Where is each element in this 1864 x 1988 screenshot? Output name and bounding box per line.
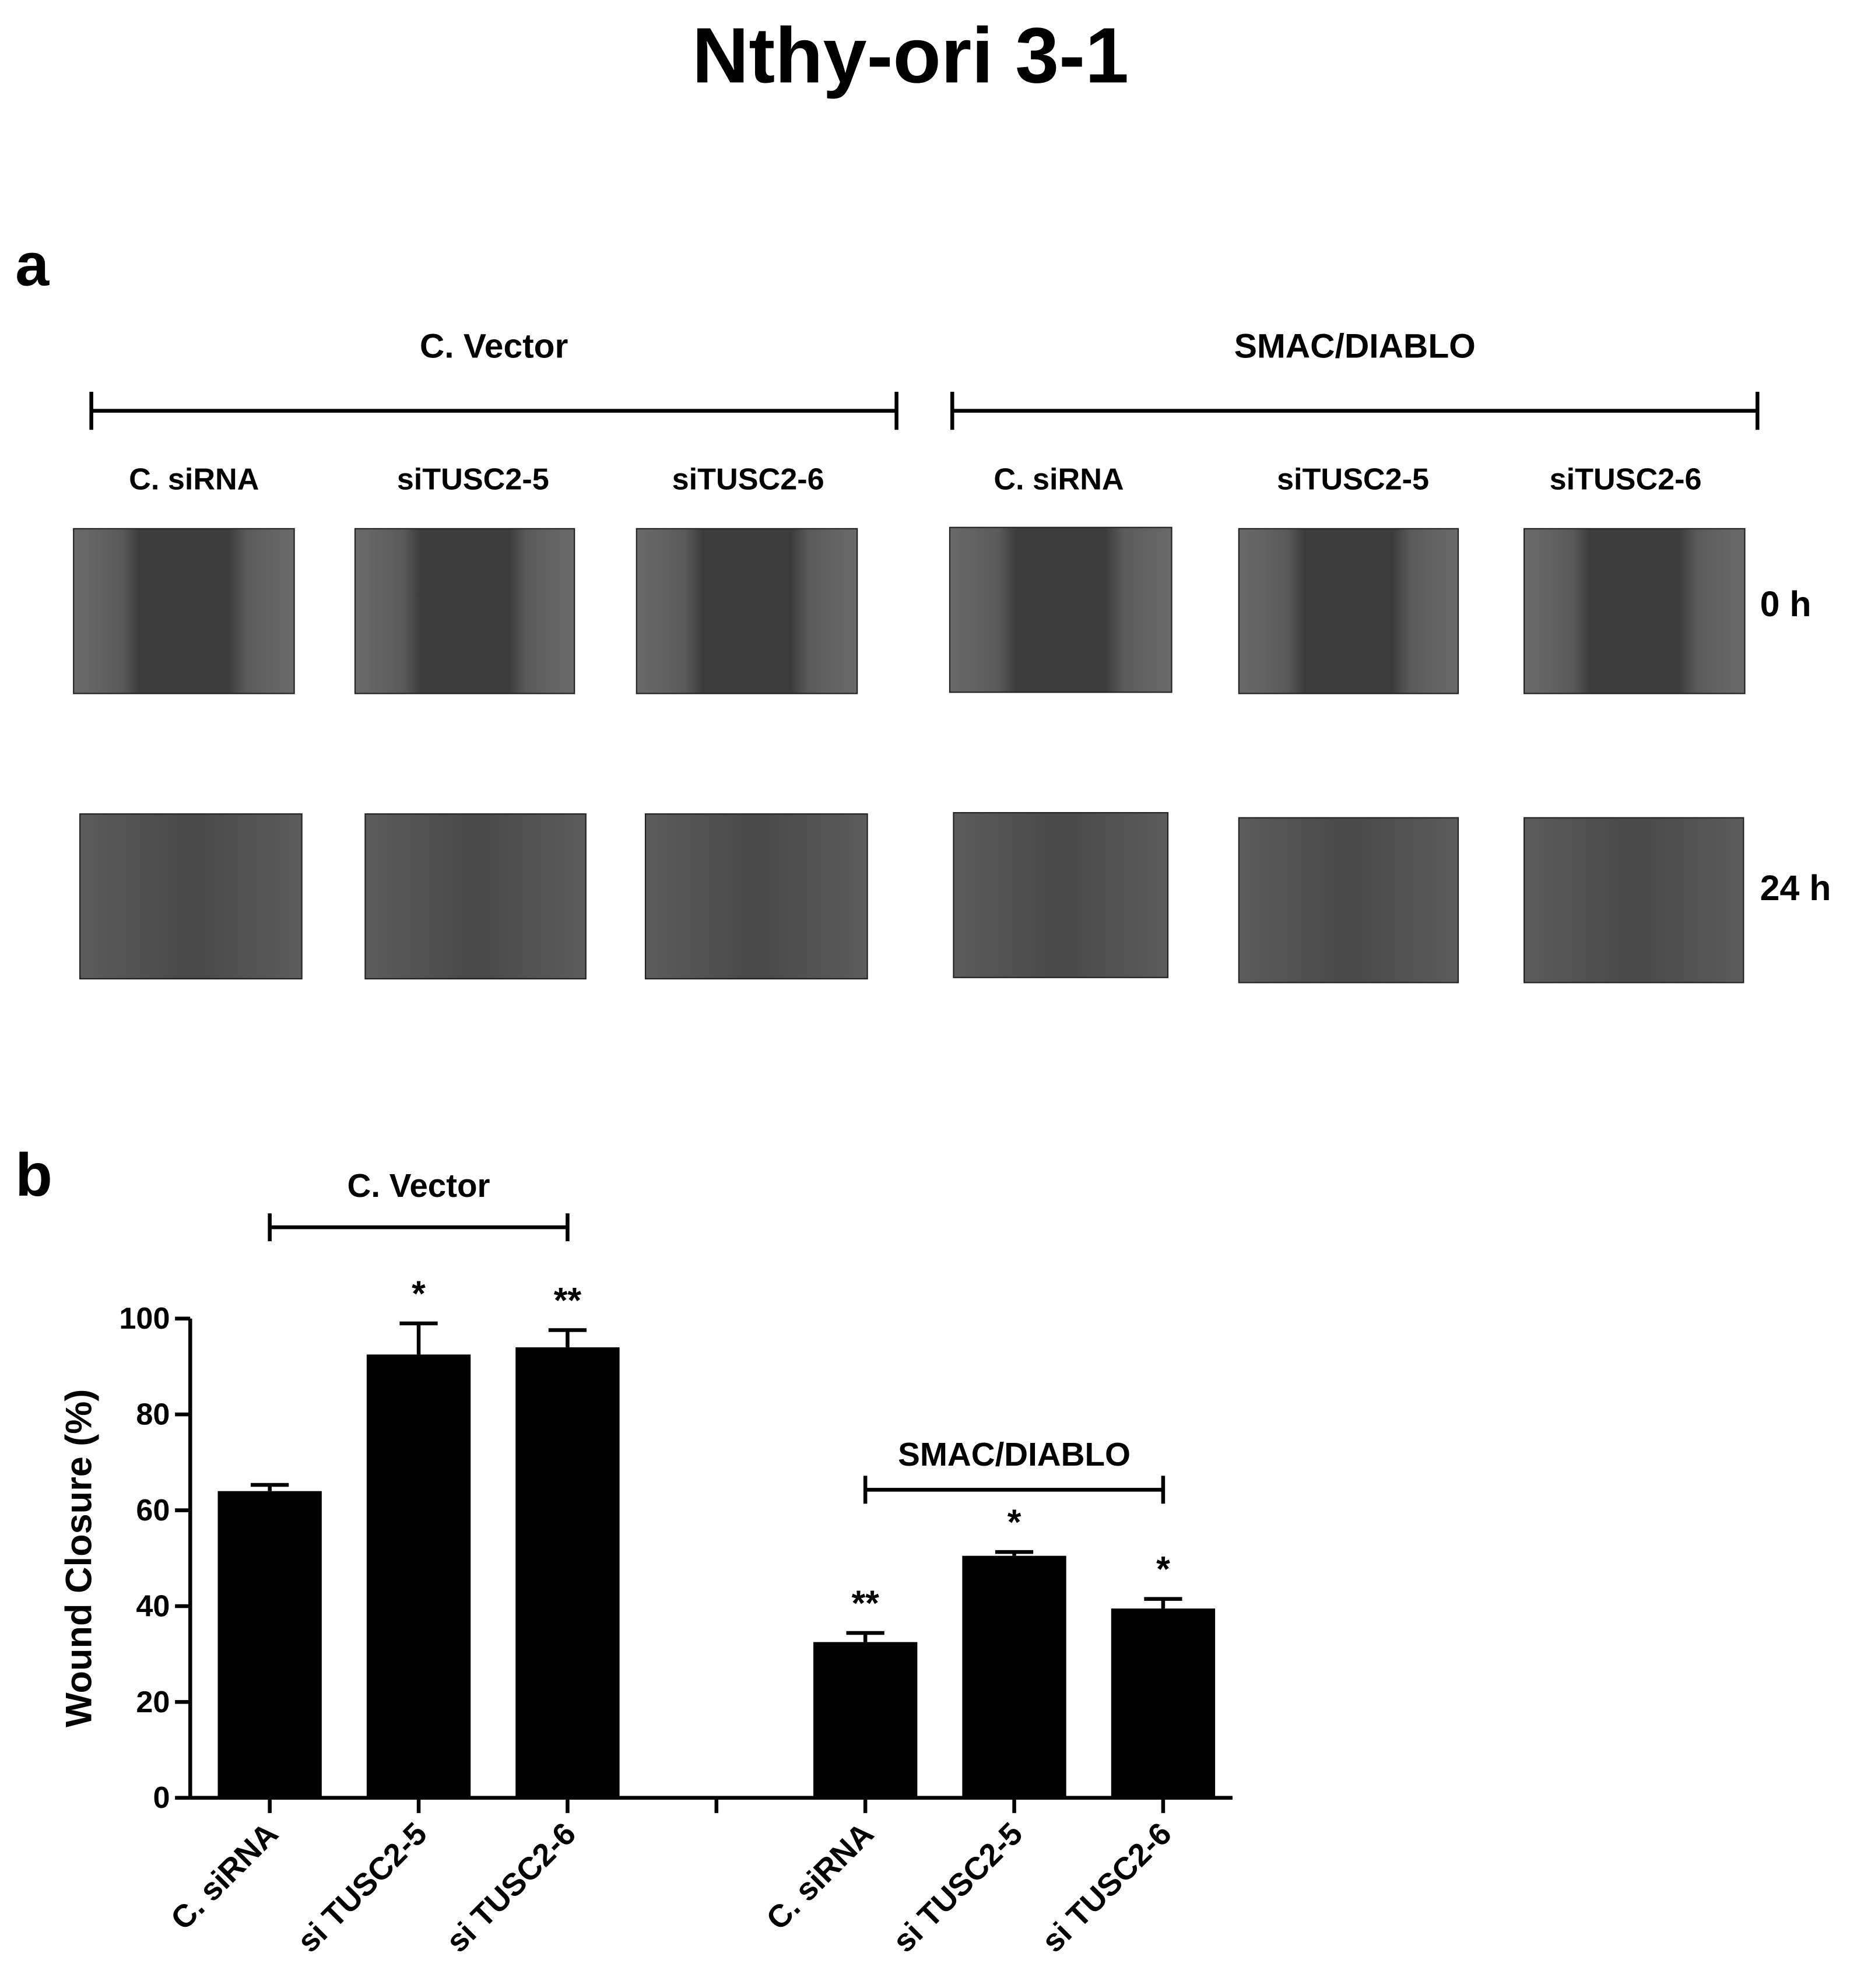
column-label: C. siRNA [994,462,1124,496]
y-axis-label: Wound Closure (%) [59,1389,100,1727]
y-tick-label: 0 [153,1781,170,1815]
group-label: SMAC/DIABLO [1234,327,1476,365]
column-label: siTUSC2-5 [397,462,549,496]
x-tick-label: si TUSC2-6 [1035,1815,1178,1959]
micrograph [636,528,858,694]
micrograph [953,812,1169,978]
x-tick-label: C. siRNA [164,1815,285,1937]
y-tick-label: 40 [136,1589,170,1623]
row-label: 24 h [1760,868,1831,908]
y-tick-label: 60 [136,1494,170,1527]
micrograph [644,813,868,979]
y-tick-label: 100 [119,1302,170,1336]
bar [1111,1608,1216,1798]
x-tick-label: C. siRNA [759,1815,880,1937]
bar [217,1491,322,1798]
significance: * [412,1274,426,1313]
micrograph [79,813,303,979]
bar [813,1642,918,1798]
micrograph [364,813,587,979]
y-tick-label: 80 [136,1398,170,1432]
panel-label: b [15,1141,52,1209]
bar [962,1555,1066,1798]
significance: ** [851,1583,879,1623]
significance: * [1156,1549,1170,1589]
micrograph [1238,817,1459,984]
micrograph [1524,528,1746,694]
significance: * [1008,1502,1021,1542]
x-tick-label: si TUSC2-5 [886,1815,1029,1959]
x-tick-label: si TUSC2-6 [439,1815,582,1959]
figure-title: Nthy-ori 3-1 [692,11,1129,99]
column-label: siTUSC2-6 [672,462,824,496]
micrograph [1524,817,1744,984]
micrograph [354,528,575,694]
panel-label: a [15,231,50,298]
group-label: SMAC/DIABLO [898,1436,1131,1473]
column-label: C. siRNA [129,462,259,496]
x-tick-label: si TUSC2-5 [290,1815,434,1959]
column-label: siTUSC2-6 [1550,462,1702,496]
group-label: C. Vector [420,327,568,365]
group-label: C. Vector [347,1167,490,1204]
y-tick-label: 20 [136,1685,170,1719]
micrograph [949,526,1173,693]
column-label: siTUSC2-5 [1277,462,1429,496]
micrograph [73,528,295,694]
micrograph [1238,528,1459,694]
significance: ** [554,1280,582,1320]
bar [515,1347,620,1798]
row-label: 0 h [1760,584,1812,624]
bar [366,1354,471,1798]
